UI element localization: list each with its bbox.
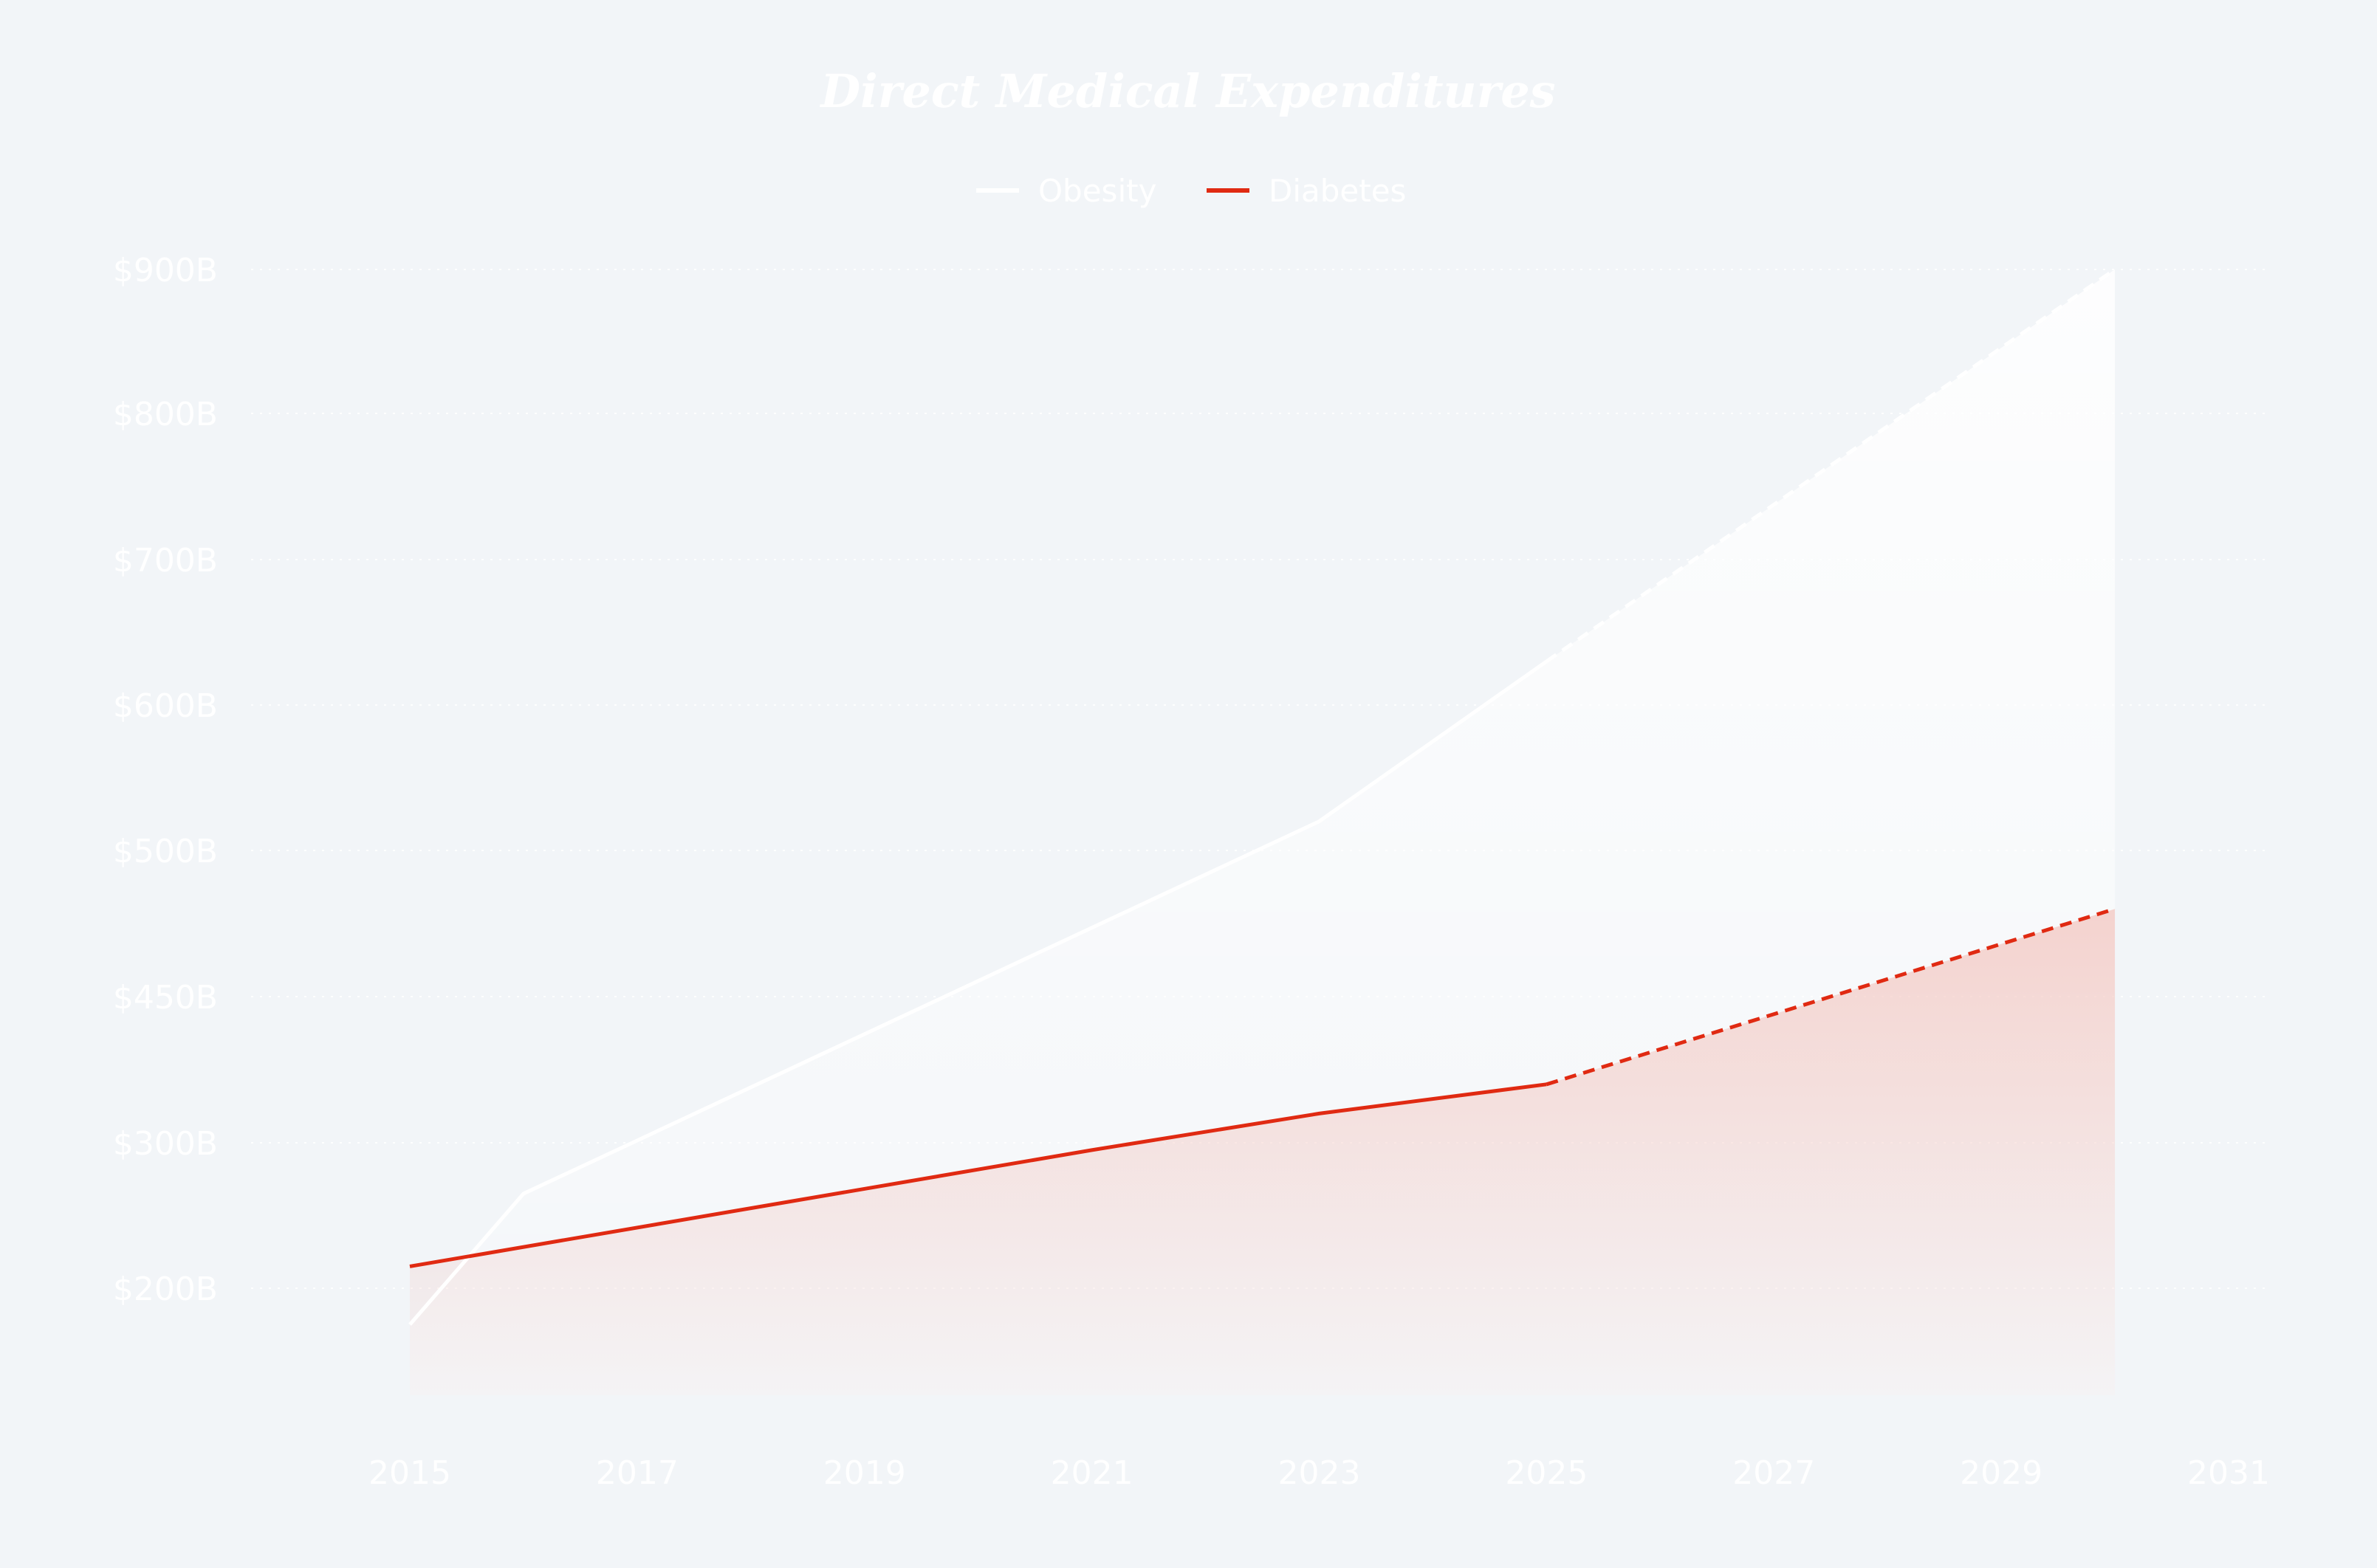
x-tick-label: 2027 [1732,1454,1815,1492]
x-tick-label: 2017 [596,1454,679,1492]
y-axis: $200B $300B $450B $500B $600B $700B $800B $900B [113,252,218,1308]
x-tick-label: 2023 [1278,1454,1361,1492]
y-tick-label: $200B [113,1270,218,1308]
y-tick-label: $700B [113,542,218,580]
legend: Obesity Diabetes [976,173,1406,209]
series-areas [410,269,2116,1395]
x-tick-label: 2021 [1051,1454,1133,1492]
area-diabetes [410,909,2116,1395]
chart-title: Direct Medical Expenditures [819,64,1555,118]
y-tick-label: $450B [113,979,218,1017]
diabetes-line-projected [1546,907,2116,1087]
x-tick-label: 2029 [1960,1454,2042,1492]
x-tick-label: 2019 [823,1454,906,1492]
y-tick-label: $300B [113,1125,218,1163]
y-tick-label: $900B [113,252,218,289]
series-lines [408,267,2116,1326]
legend-label: Obesity [1038,173,1156,209]
legend-label: Diabetes [1269,173,1406,209]
y-tick-label: $600B [113,687,218,725]
x-tick-label: 2015 [368,1454,451,1492]
x-tick-label: 2031 [2187,1454,2270,1492]
obesity-line-actual [408,659,1548,1326]
x-tick-label: 2025 [1505,1454,1588,1492]
y-tick-label: $500B [113,833,218,870]
x-axis: 2015 2017 2019 2021 2023 2025 2027 2029 2031 [368,1454,2270,1492]
y-tick-label: $800B [113,396,218,433]
